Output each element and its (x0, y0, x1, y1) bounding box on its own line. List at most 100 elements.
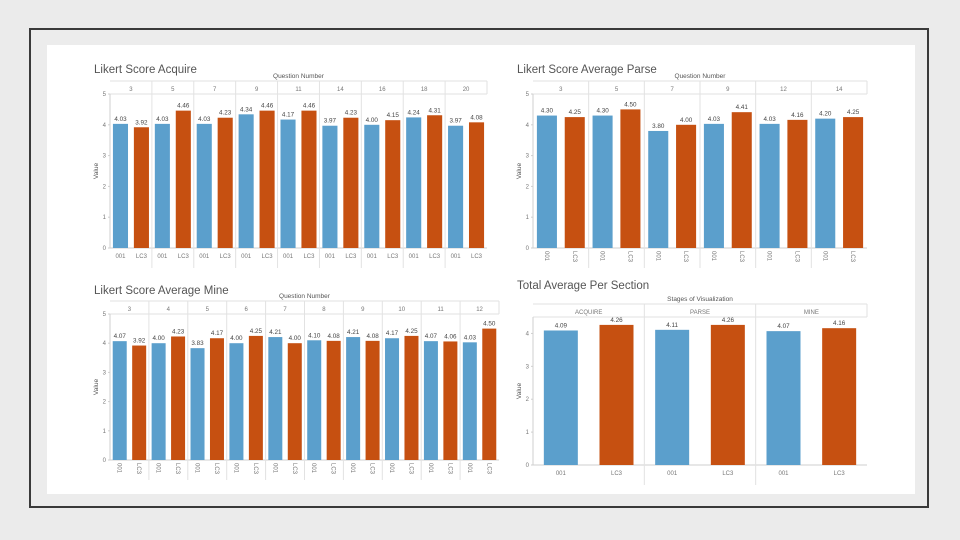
bar-001 (766, 331, 801, 465)
value-label: 4.16 (791, 112, 804, 119)
value-label: 4.21 (347, 329, 360, 336)
group-label: 9 (726, 87, 730, 93)
y-tick-label: 5 (103, 92, 107, 98)
value-label: 4.50 (624, 101, 637, 108)
category-label: 001 (232, 463, 238, 474)
bar-001 (385, 338, 400, 460)
value-label: 4.00 (680, 117, 693, 124)
category-label: LC3 (571, 251, 577, 263)
bar-lc3 (175, 110, 191, 248)
value-label: 4.00 (366, 117, 379, 124)
bar-001 (151, 343, 166, 460)
chart-title: Likert Score Average Mine (94, 285, 229, 297)
y-tick-label: 0 (103, 246, 107, 252)
y-axis-label: Value (93, 163, 100, 180)
value-label: 4.00 (289, 335, 302, 342)
category-label: LC3 (682, 251, 688, 263)
value-label: 3.97 (324, 118, 337, 125)
group-label: 7 (670, 87, 674, 93)
y-tick-label: 2 (526, 397, 530, 403)
y-tick-label: 0 (103, 458, 107, 464)
bar-001 (759, 123, 780, 248)
bar-lc3 (843, 117, 864, 248)
category-label: LC3 (345, 254, 357, 260)
group-label: 11 (295, 87, 302, 93)
category-label: LC3 (252, 463, 258, 475)
value-label: 4.17 (282, 112, 295, 119)
category-label: 001 (115, 254, 126, 260)
bar-001 (592, 115, 613, 248)
category-label: 001 (556, 471, 567, 477)
category-label: 001 (821, 251, 827, 262)
category-label: 001 (241, 254, 252, 260)
group-label: 7 (283, 307, 287, 313)
group-label: 10 (398, 307, 405, 313)
category-label: LC3 (407, 463, 413, 475)
category-label: 001 (451, 254, 462, 260)
category-label: 001 (325, 254, 336, 260)
category-label: 001 (543, 251, 549, 262)
chart-total-average: Total Average Per Section Stages of Visu… (516, 280, 868, 485)
y-tick-label: 2 (103, 400, 107, 406)
category-label: LC3 (220, 254, 232, 260)
category-label: LC3 (738, 251, 744, 263)
value-label: 4.03 (464, 334, 477, 341)
group-label: 14 (836, 87, 843, 93)
value-label: 4.46 (303, 103, 316, 110)
value-label: 4.26 (722, 317, 735, 324)
value-label: 4.03 (763, 116, 776, 123)
value-label: 4.24 (408, 109, 421, 116)
column-header: Question Number (273, 73, 325, 80)
bar-lc3 (171, 336, 186, 460)
category-label: 001 (388, 463, 394, 474)
bar-lc3 (326, 340, 341, 460)
value-label: 4.21 (269, 329, 282, 336)
value-label: 4.03 (114, 116, 127, 123)
category-label: 001 (157, 254, 168, 260)
value-label: 4.41 (736, 104, 749, 111)
category-label: 001 (116, 463, 122, 474)
y-tick-label: 3 (103, 370, 107, 376)
category-label: LC3 (793, 251, 799, 263)
y-tick-label: 4 (526, 123, 530, 129)
y-tick-label: 2 (526, 184, 530, 190)
value-label: 4.07 (114, 333, 127, 340)
bar-lc3 (385, 120, 401, 248)
value-label: 4.30 (541, 108, 554, 115)
value-label: 4.03 (198, 116, 211, 123)
y-tick-label: 5 (103, 312, 107, 318)
y-axis-label: Value (516, 383, 523, 400)
chart-likert-mine: Likert Score Average Mine Question Numbe… (93, 285, 500, 480)
bar-lc3 (209, 338, 224, 460)
bar-lc3 (365, 340, 380, 460)
category-label: 001 (654, 251, 660, 262)
category-label: 001 (310, 463, 316, 474)
value-label: 4.25 (569, 109, 582, 116)
category-label: 001 (466, 463, 472, 474)
category-label: 001 (367, 254, 378, 260)
category-label: LC3 (369, 463, 375, 475)
y-axis-label: Value (516, 163, 523, 180)
y-tick-label: 4 (103, 123, 107, 129)
column-header: Question Number (279, 293, 331, 300)
category-label: LC3 (849, 251, 855, 263)
y-tick-label: 3 (526, 154, 530, 160)
category-label: 001 (283, 254, 294, 260)
value-label: 4.03 (156, 116, 169, 123)
group-label: 11 (438, 307, 445, 313)
value-label: 4.50 (483, 321, 496, 328)
y-tick-label: 3 (103, 154, 107, 160)
value-label: 4.00 (152, 335, 165, 342)
group-label: 12 (780, 87, 787, 93)
group-label: 8 (322, 307, 326, 313)
group-label: 5 (171, 87, 175, 93)
bar-lc3 (287, 343, 302, 460)
category-label: LC3 (291, 463, 297, 475)
y-tick-label: 1 (103, 215, 107, 221)
value-label: 4.20 (819, 111, 832, 118)
value-label: 3.97 (449, 118, 462, 125)
value-label: 4.25 (847, 109, 860, 116)
value-label: 4.08 (366, 333, 379, 340)
value-label: 4.06 (444, 333, 457, 340)
value-label: 3.80 (652, 123, 665, 130)
